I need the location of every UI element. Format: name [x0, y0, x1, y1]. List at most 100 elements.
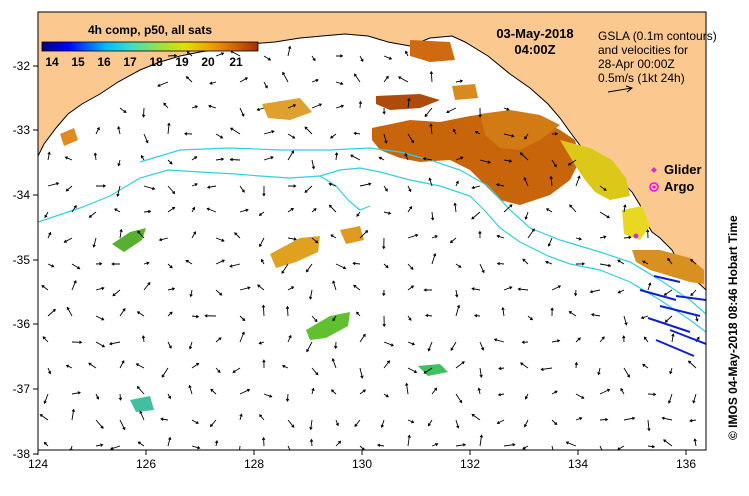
velocity-arrow: [431, 442, 439, 447]
gsla-contours: [38, 147, 706, 333]
velocity-arrow: [545, 208, 553, 213]
velocity-arrow: [455, 79, 464, 83]
velocity-arrow: [567, 159, 577, 166]
velocity-arrow: [43, 393, 49, 404]
velocity-arrow: [259, 237, 265, 248]
velocity-arrow: [383, 341, 395, 347]
velocity-arrow: [455, 263, 462, 268]
velocity-arrow: [623, 416, 636, 421]
velocity-arrow: [311, 315, 318, 323]
velocity-arrow: [599, 211, 610, 219]
velocity-arrow: [282, 71, 289, 83]
velocity-arrow: [304, 126, 313, 135]
velocity-arrow: [623, 235, 632, 240]
velocity-arrow: [161, 367, 169, 378]
velocity-arrow: [215, 367, 221, 373]
velocity-arrow: [503, 107, 510, 111]
velocity-arrow: [143, 281, 151, 291]
velocity-arrow: [359, 367, 364, 379]
contour-line-1: [38, 167, 706, 333]
velocity-arrow: [522, 445, 529, 450]
velocity-arrow: [311, 387, 315, 395]
velocity-arrow: [455, 393, 463, 404]
velocity-arrow: [135, 363, 145, 369]
velocity-arrow: [350, 154, 361, 161]
velocity-arrow: [239, 315, 246, 322]
velocity-arrow: [93, 152, 98, 161]
velocity-arrow: [47, 308, 56, 317]
velocity-arrow: [383, 75, 389, 83]
colorbar-tick: 19: [175, 55, 189, 69]
velocity-arrow: [643, 336, 649, 343]
velocity-arrow: [527, 315, 534, 321]
velocity-arrow: [167, 185, 176, 195]
velocity-arrow: [479, 263, 485, 274]
colorbar-tick: 20: [201, 55, 215, 69]
velocity-arrow: [642, 363, 649, 369]
sst-patch-south-green: [306, 312, 350, 340]
velocity-arrow: [119, 360, 125, 369]
velocity-arrow: [407, 263, 414, 270]
colorbar-tick: 18: [149, 55, 163, 69]
velocity-arrow: [71, 280, 77, 291]
velocity-arrows-strong: [639, 275, 706, 357]
velocity-arrow: [167, 393, 171, 400]
velocity-arrow: [311, 159, 316, 170]
velocity-arrow: [547, 237, 553, 247]
sst-patch-sw-teal: [130, 396, 154, 412]
velocity-arrow: [431, 211, 435, 221]
velocity-arrow: [328, 204, 337, 213]
velocity-arrow: [215, 133, 224, 139]
velocity-arrow: [311, 367, 319, 376]
velocity-arrow: [63, 237, 73, 243]
velocity-arrow: [478, 107, 482, 118]
velocity-arrow: [474, 314, 481, 318]
velocity-arrow: [71, 340, 83, 344]
velocity-arrow: [520, 362, 529, 369]
velocity-arrow: [167, 311, 173, 317]
velocity-arrow: [332, 280, 337, 291]
velocity-arrow: [471, 287, 481, 291]
glider-diamond-icon: [651, 167, 657, 173]
velocity-arrow: [191, 156, 198, 161]
velocity-arrow: [167, 263, 173, 269]
x-tick-label: 126: [136, 457, 156, 471]
velocity-arrow: [620, 387, 625, 395]
velocity-arrow: [158, 237, 169, 242]
velocity-arrow: [646, 229, 650, 239]
velocity-arrow: [689, 419, 697, 423]
velocity-arrow: [185, 76, 193, 83]
velocity-arrow: [527, 228, 535, 239]
velocity-arrow: [308, 289, 313, 300]
velocity-arrow: [446, 107, 457, 114]
velocity-arrow: [167, 436, 172, 447]
velocity-arrow: [117, 125, 121, 135]
velocity-arrow: [382, 315, 386, 328]
velocity-arrow: [287, 184, 297, 188]
velocity-arrow: [206, 207, 217, 213]
velocity-arrow: [407, 341, 416, 346]
sst-patch-east-yellow: [560, 140, 630, 200]
velocity-arrow: [496, 419, 505, 424]
velocity-arrow: [383, 185, 388, 192]
velocity-arrow: [119, 419, 126, 431]
velocity-arrow: [143, 133, 149, 144]
velocity-arrow: [210, 388, 217, 395]
velocity-arrow: [407, 419, 415, 424]
velocity-arrow: [215, 337, 222, 343]
velocity-arrow: [119, 107, 127, 113]
strong-arrow: [675, 295, 706, 301]
velocity-arrow: [376, 443, 385, 447]
velocity-arrow: [229, 157, 241, 162]
velocity-arrow: [71, 263, 81, 270]
velocity-arrow: [229, 263, 241, 268]
velocity-arrow: [111, 262, 121, 266]
velocity-arrow: [383, 393, 389, 398]
velocity-arrow: [215, 289, 223, 296]
velocity-arrow: [119, 228, 123, 239]
velocity-arrow: [617, 259, 625, 265]
velocity-arrow: [496, 234, 505, 239]
velocity-arrow: [693, 438, 697, 447]
velocity-arrow: [495, 183, 505, 187]
velocity-arrow: [663, 289, 673, 296]
